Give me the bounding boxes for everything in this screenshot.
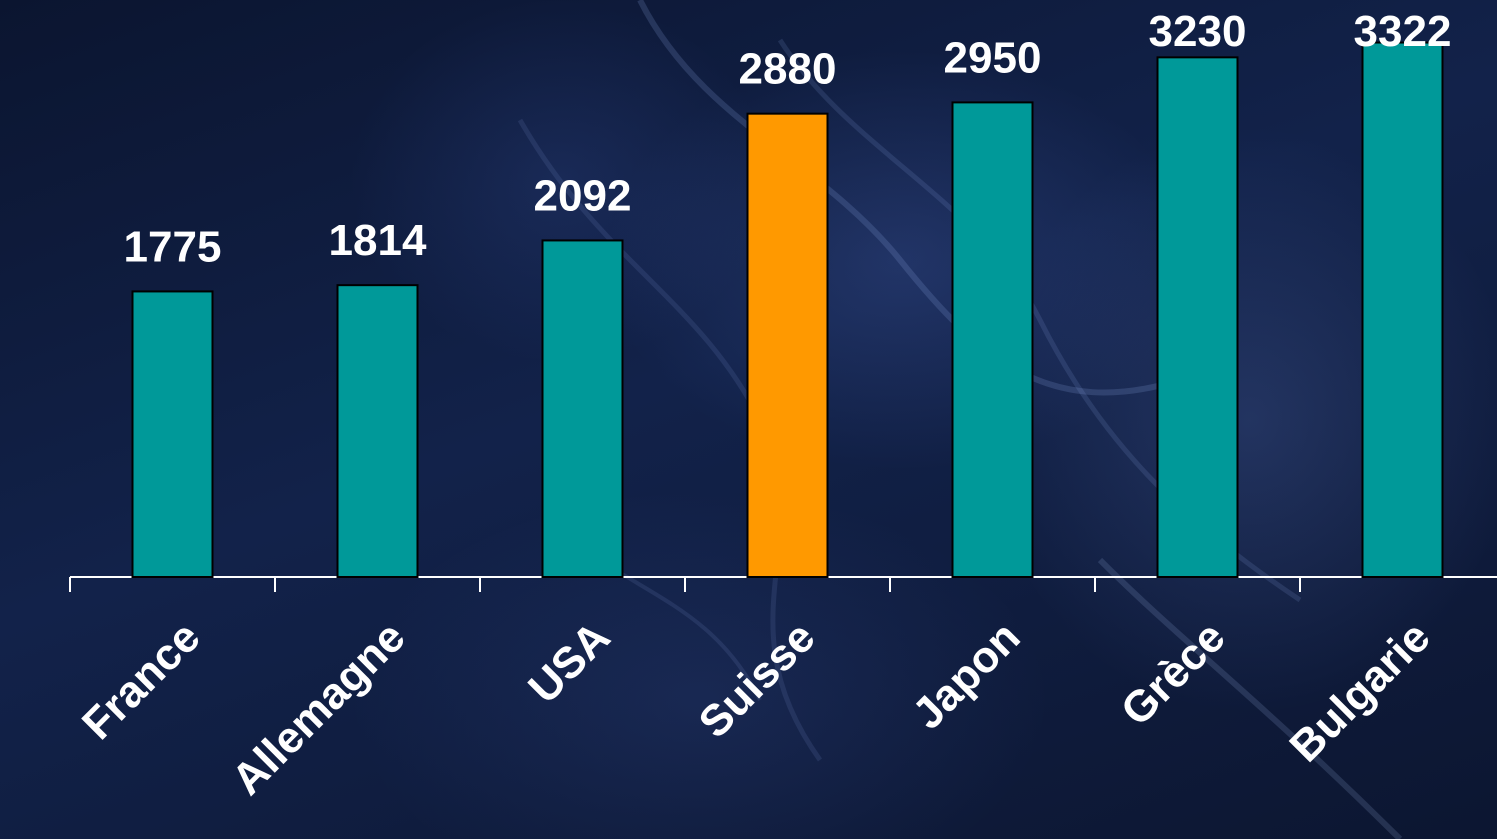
value-label: 2880	[739, 45, 837, 94]
bars	[131, 41, 1444, 579]
value-label: 1775	[124, 222, 222, 271]
value-label: 2950	[944, 33, 1042, 82]
bar-allemagne	[336, 284, 419, 578]
bar-france	[131, 290, 214, 578]
category-label: Bulgarie	[1280, 612, 1439, 771]
value-label: 2092	[534, 171, 632, 220]
bar-bulgarie	[1361, 41, 1444, 578]
category-labels: France Allemagne USA Suisse Japon Grèce Bulgar…	[73, 612, 1440, 804]
value-labels: 1775 1814 2092 2880 2950 3230 3322	[124, 7, 1452, 271]
value-label: 3230	[1149, 7, 1247, 56]
value-label: 1814	[329, 216, 427, 265]
bar-japon	[951, 101, 1034, 578]
bar-usa	[541, 239, 624, 578]
value-label: 3322	[1354, 7, 1452, 56]
category-label: Japon	[903, 612, 1029, 738]
bar-suisse	[746, 112, 829, 579]
category-label: Allemagne	[223, 612, 415, 804]
category-label: France	[73, 612, 210, 749]
category-label: USA	[519, 612, 619, 712]
bar-grèce	[1156, 56, 1239, 579]
